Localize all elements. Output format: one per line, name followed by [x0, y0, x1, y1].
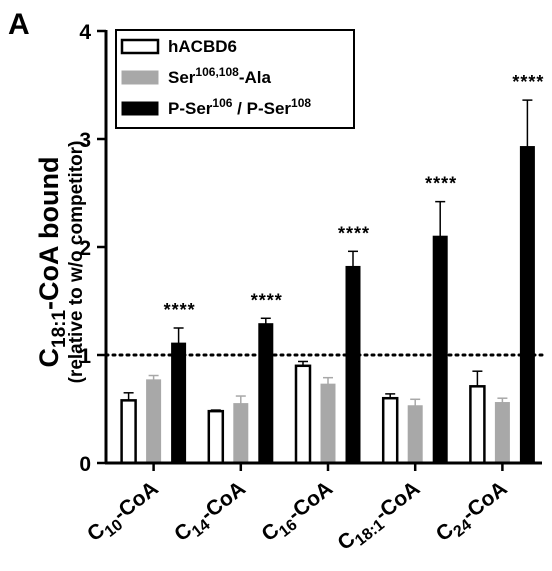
bar — [233, 403, 249, 464]
panel-label: A — [8, 8, 30, 41]
x-tick-label: C18:1-CoA — [333, 477, 427, 559]
y-tick-label: 0 — [79, 453, 91, 476]
y-axis-title: C18:1-CoA bound — [34, 157, 70, 368]
bar — [320, 383, 336, 464]
y-tick-label: 4 — [79, 21, 91, 44]
bar — [258, 323, 274, 464]
bar — [469, 385, 486, 465]
x-tick-label: C10-CoA — [83, 477, 166, 550]
significance-label: **** — [512, 72, 544, 92]
bar — [146, 379, 162, 464]
legend-swatch — [121, 101, 159, 116]
bar — [494, 402, 510, 464]
legend-label: hACBD6 — [168, 37, 237, 56]
significance-label: **** — [164, 300, 196, 320]
legend: hACBD6 Ser106,108-Ala P-Ser106 / P-Ser108 — [115, 29, 355, 129]
x-tick-label: C16-CoA — [257, 477, 340, 550]
bar — [432, 235, 448, 464]
bar — [207, 409, 225, 465]
bar — [294, 364, 312, 465]
legend-label: Ser106,108-Ala — [168, 65, 271, 87]
significance-label: **** — [251, 290, 283, 310]
bar — [381, 396, 399, 465]
legend-swatch — [121, 70, 159, 85]
y-tick-label: 2 — [79, 237, 91, 260]
y-axis-title-suffix: -CoA bound — [34, 157, 64, 310]
bar — [519, 146, 535, 464]
x-tick-label: C24-CoA — [432, 477, 515, 550]
significance-label: **** — [338, 223, 370, 243]
bar — [120, 399, 137, 465]
plot-area: **** C10-CoA **** C14-CoA **** C16-CoA **** C18… — [79, 21, 544, 559]
bar — [407, 405, 423, 464]
y-axis-title-subscript: 18:1 — [49, 310, 70, 348]
legend-swatch — [120, 38, 160, 55]
y-axis-subtitle: (relative to w/o competitor) — [66, 141, 87, 384]
legend-label: P-Ser106 / P-Ser108 — [168, 96, 311, 118]
bar — [345, 265, 361, 464]
y-tick-label: 1 — [79, 345, 91, 368]
y-axis-title-prefix: C — [34, 348, 64, 368]
significance-label: **** — [425, 174, 457, 194]
bar — [171, 342, 187, 464]
x-tick-label: C14-CoA — [170, 477, 253, 550]
y-tick-label: 3 — [79, 129, 91, 152]
